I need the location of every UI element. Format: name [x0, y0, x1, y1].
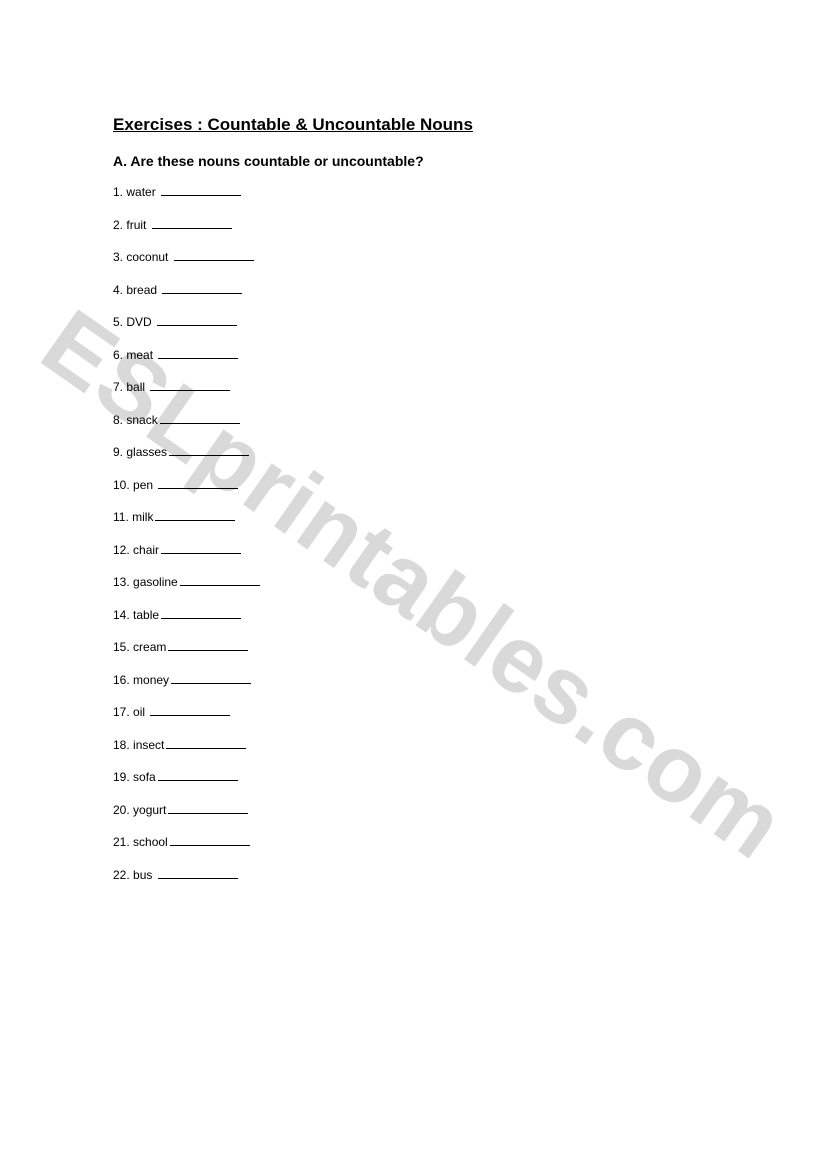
- item-word: glasses: [126, 445, 167, 459]
- item-number: 4.: [113, 283, 123, 297]
- item-number: 14.: [113, 608, 130, 622]
- item-number: 16.: [113, 673, 130, 687]
- item-word: water: [126, 185, 155, 199]
- answer-blank[interactable]: [158, 770, 238, 781]
- item-number: 5.: [113, 315, 123, 329]
- answer-blank[interactable]: [161, 543, 241, 554]
- list-item: 22. bus: [113, 868, 716, 882]
- list-item: 17. oil: [113, 705, 716, 719]
- item-word: chair: [133, 543, 159, 557]
- list-item: 1. water: [113, 185, 716, 199]
- answer-blank[interactable]: [171, 673, 251, 684]
- item-word: coconut: [126, 250, 168, 264]
- item-number: 2.: [113, 218, 123, 232]
- list-item: 21. school: [113, 835, 716, 849]
- list-item: 8. snack: [113, 413, 716, 427]
- item-number: 7.: [113, 380, 123, 394]
- list-item: 4. bread: [113, 283, 716, 297]
- item-number: 21.: [113, 835, 130, 849]
- answer-blank[interactable]: [160, 413, 240, 424]
- item-word: bus: [133, 868, 152, 882]
- answer-blank[interactable]: [155, 510, 235, 521]
- list-item: 16. money: [113, 673, 716, 687]
- list-item: 14. table: [113, 608, 716, 622]
- answer-blank[interactable]: [157, 315, 237, 326]
- list-item: 20. yogurt: [113, 803, 716, 817]
- answer-blank[interactable]: [161, 608, 241, 619]
- item-word: sofa: [133, 770, 156, 784]
- answer-blank[interactable]: [174, 250, 254, 261]
- item-number: 1.: [113, 185, 123, 199]
- list-item: 9. glasses: [113, 445, 716, 459]
- answer-blank[interactable]: [169, 445, 249, 456]
- list-item: 5. DVD: [113, 315, 716, 329]
- list-item: 18. insect: [113, 738, 716, 752]
- answer-blank[interactable]: [180, 575, 260, 586]
- list-item: 10. pen: [113, 478, 716, 492]
- item-word: table: [133, 608, 159, 622]
- answer-blank[interactable]: [150, 705, 230, 716]
- answer-blank[interactable]: [168, 640, 248, 651]
- list-item: 15. cream: [113, 640, 716, 654]
- worksheet-page: Exercises : Countable & Uncountable Noun…: [0, 0, 826, 882]
- worksheet-title: Exercises : Countable & Uncountable Noun…: [113, 115, 716, 135]
- item-number: 17.: [113, 705, 130, 719]
- item-number: 22.: [113, 868, 130, 882]
- item-word: snack: [126, 413, 157, 427]
- list-item: 3. coconut: [113, 250, 716, 264]
- answer-blank[interactable]: [162, 283, 242, 294]
- item-number: 19.: [113, 770, 130, 784]
- item-number: 18.: [113, 738, 130, 752]
- item-number: 12.: [113, 543, 130, 557]
- item-word: pen: [133, 478, 153, 492]
- list-item: 12. chair: [113, 543, 716, 557]
- item-word: money: [133, 673, 169, 687]
- item-word: gasoline: [133, 575, 178, 589]
- answer-blank[interactable]: [158, 478, 238, 489]
- answer-blank[interactable]: [150, 380, 230, 391]
- answer-blank[interactable]: [152, 218, 232, 229]
- item-word: oil: [133, 705, 145, 719]
- item-number: 13.: [113, 575, 130, 589]
- item-number: 15.: [113, 640, 130, 654]
- item-number: 8.: [113, 413, 123, 427]
- item-number: 9.: [113, 445, 123, 459]
- item-word: milk: [132, 510, 153, 524]
- answer-blank[interactable]: [168, 803, 248, 814]
- item-word: yogurt: [133, 803, 166, 817]
- answer-blank[interactable]: [170, 835, 250, 846]
- exercise-list: 1. water 2. fruit 3. coconut 4. bread 5.…: [113, 185, 716, 882]
- item-word: school: [133, 835, 168, 849]
- list-item: 6. meat: [113, 348, 716, 362]
- list-item: 2. fruit: [113, 218, 716, 232]
- item-number: 6.: [113, 348, 123, 362]
- answer-blank[interactable]: [166, 738, 246, 749]
- list-item: 13. gasoline: [113, 575, 716, 589]
- list-item: 19. sofa: [113, 770, 716, 784]
- item-word: fruit: [126, 218, 146, 232]
- item-number: 20.: [113, 803, 130, 817]
- item-word: ball: [126, 380, 145, 394]
- answer-blank[interactable]: [158, 348, 238, 359]
- item-word: cream: [133, 640, 166, 654]
- list-item: 7. ball: [113, 380, 716, 394]
- item-word: insect: [133, 738, 164, 752]
- item-word: bread: [126, 283, 157, 297]
- answer-blank[interactable]: [161, 185, 241, 196]
- item-word: meat: [126, 348, 153, 362]
- item-number: 11.: [113, 510, 129, 524]
- item-number: 10.: [113, 478, 130, 492]
- section-a-heading: A. Are these nouns countable or uncounta…: [113, 153, 716, 169]
- list-item: 11. milk: [113, 510, 716, 524]
- item-number: 3.: [113, 250, 123, 264]
- item-word: DVD: [126, 315, 151, 329]
- answer-blank[interactable]: [158, 868, 238, 879]
